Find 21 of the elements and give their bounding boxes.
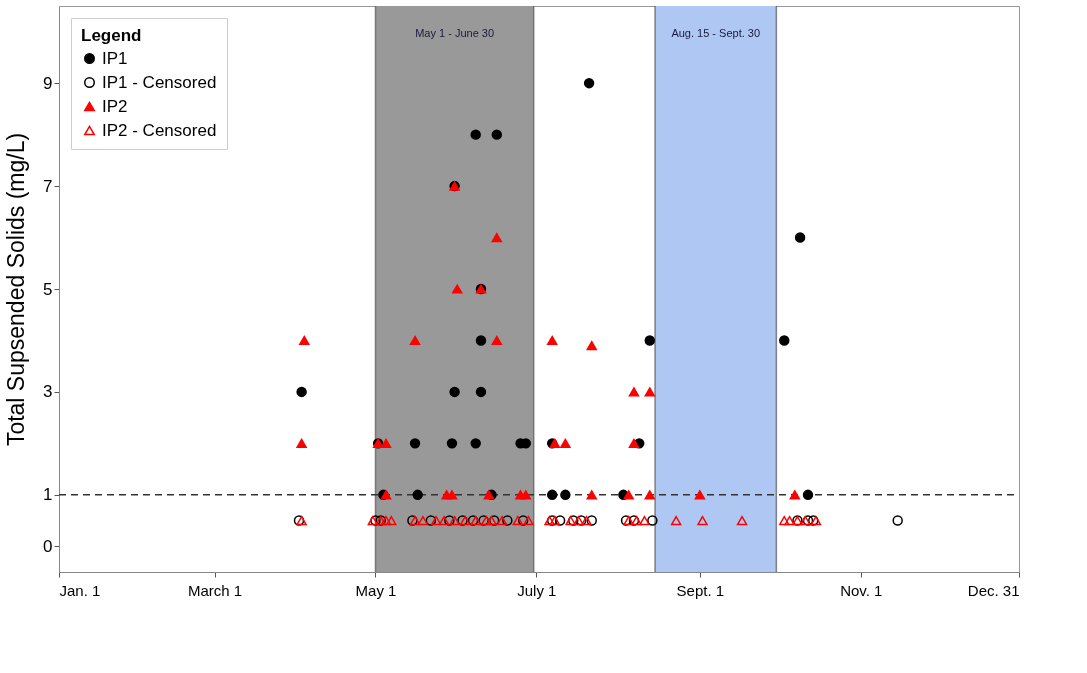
legend-label: IP1 - Censored (102, 72, 217, 92)
x-tick-label: March 1 (188, 581, 243, 599)
x-tick-label: Nov. 1 (840, 581, 883, 599)
band-label: May 1 - June 30 (415, 27, 495, 39)
y-tick-label: 9 (43, 73, 53, 93)
band-label: Aug. 15 - Sept. 30 (671, 27, 761, 39)
y-tick-label: 5 (43, 279, 53, 299)
x-tick-label: May 1 (355, 581, 397, 599)
legend-label: IP1 (102, 48, 128, 68)
x-tick-label: Dec. 31 (967, 581, 1020, 599)
legend-title: Legend (81, 26, 142, 45)
legend-label: IP2 (102, 96, 128, 116)
y-tick-label: 7 (43, 176, 53, 196)
y-tick-label: 3 (43, 382, 53, 402)
y-tick-label: 0 (43, 536, 53, 556)
x-tick-label: July 1 (517, 581, 557, 599)
y-axis-title: Total Supsended Solids (mg/L) (3, 132, 30, 447)
y-tick-label: 1 (43, 485, 53, 505)
x-tick-label: Sept. 1 (676, 581, 725, 599)
x-tick-label: Jan. 1 (59, 581, 101, 599)
legend-label: IP2 - Censored (102, 120, 217, 140)
